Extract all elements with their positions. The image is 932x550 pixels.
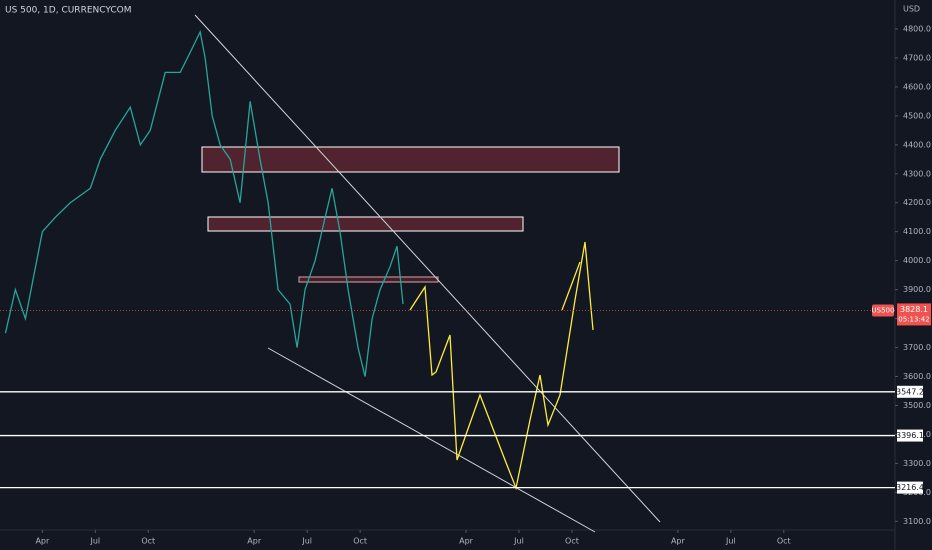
x-tick-label: Oct xyxy=(777,537,791,546)
y-tick-label: 3500.0 xyxy=(903,401,931,410)
level-label: 3216.4 xyxy=(896,483,924,492)
trendline xyxy=(267,347,596,533)
trendline xyxy=(194,14,661,523)
y-tick-label: 4600.0 xyxy=(903,82,931,91)
projection xyxy=(409,241,594,491)
y-tick-label: 4400.0 xyxy=(903,140,931,149)
y-tick-label: 3900.0 xyxy=(903,285,931,294)
drawings xyxy=(194,14,661,533)
price-line xyxy=(4,29,404,377)
level-label: 3547.2 xyxy=(896,387,924,396)
zone xyxy=(201,146,620,173)
y-tick-label: 3600.0 xyxy=(903,372,931,381)
x-tick-label: Jul xyxy=(725,537,736,546)
x-tick-label: Jul xyxy=(89,537,100,546)
x-tick-label: Oct xyxy=(565,537,579,546)
y-tick-label: 4200.0 xyxy=(903,198,931,207)
zone xyxy=(207,216,524,232)
x-tick-label: Oct xyxy=(141,537,155,546)
x-tick-label: Oct xyxy=(353,537,367,546)
level-tag xyxy=(897,385,923,398)
level-tag xyxy=(897,481,923,494)
y-tick-label: 3100.0 xyxy=(903,517,931,526)
y-tick-label: 4700.0 xyxy=(903,53,931,62)
zone xyxy=(298,276,439,283)
symbol-tag xyxy=(872,304,894,317)
symbol-label: US500 xyxy=(872,306,895,314)
y-tick-label: 4300.0 xyxy=(903,169,931,178)
y-tick-label: 4100.0 xyxy=(903,227,931,236)
x-tick-label: Jul xyxy=(301,537,312,546)
y-tick-label: 4800.0 xyxy=(903,24,931,33)
y-tick-label: 3300.0 xyxy=(903,459,931,468)
x-tick-label: Jul xyxy=(513,537,524,546)
y-tick-label: 4000.0 xyxy=(903,256,931,265)
x-tick-label: Apr xyxy=(35,537,50,546)
price-tag xyxy=(897,303,931,326)
price-label: 3828.1 xyxy=(900,305,928,314)
y-axis-label: USD xyxy=(903,5,920,14)
chart-title: US 500, 1D, CURRENCYCOM xyxy=(5,6,132,16)
x-tick-label: Apr xyxy=(671,537,686,546)
y-tick-label: 3700.0 xyxy=(903,343,931,352)
y-tick-label: 4500.0 xyxy=(903,111,931,120)
level-label: 3396.1 xyxy=(896,431,924,440)
x-tick-label: Apr xyxy=(459,537,474,546)
level-tag xyxy=(897,429,923,442)
countdown-label: 05:13:42 xyxy=(898,315,929,323)
x-tick-label: Apr xyxy=(247,537,262,546)
projection xyxy=(561,261,581,311)
